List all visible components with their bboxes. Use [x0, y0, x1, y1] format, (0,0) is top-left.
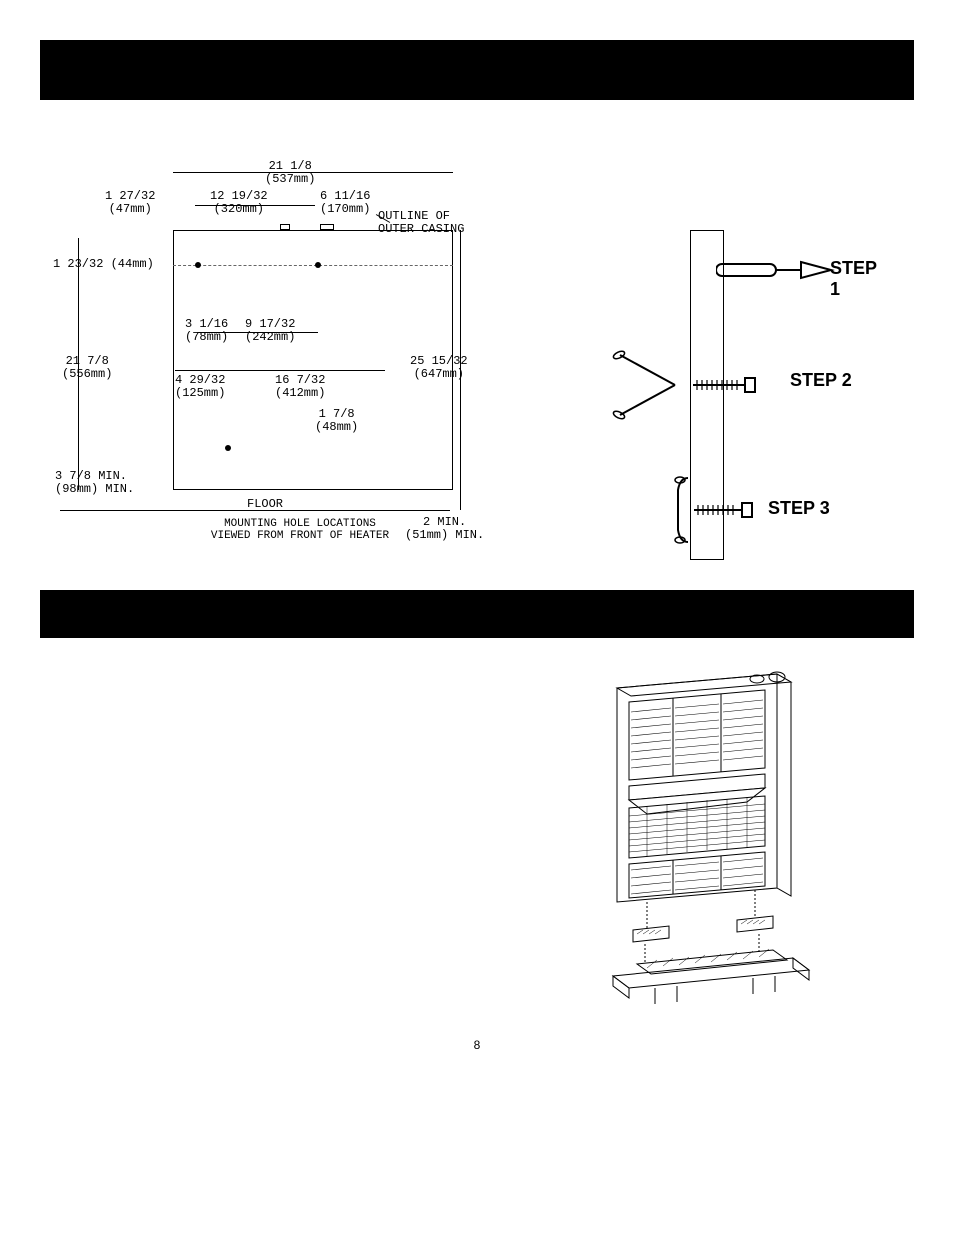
heater-exploded-icon — [577, 668, 827, 1018]
section-9-row — [40, 668, 914, 1018]
dim-6-11-16-mm: (170mm) — [320, 202, 370, 216]
dim-21-1-8-in: 21 1/8 — [269, 159, 312, 173]
floor-label: FLOOR — [247, 498, 283, 511]
step2-label: STEP 2 — [790, 370, 852, 391]
mounting-dimensions-figure: 21 1/8 (537mm) 1 27/32 (47mm) 12 19/32 (… — [40, 160, 480, 560]
page-number: 8 — [40, 1038, 914, 1052]
dim-9-17-32-in: 9 17/32 — [245, 317, 295, 331]
dim-3-1-16-mm: (78mm) — [185, 330, 228, 344]
toggle-step3-icon — [630, 470, 790, 550]
dim-1-7-8-in: 1 7/8 — [319, 407, 355, 421]
dim-2-min-in: 2 MIN. — [423, 515, 466, 529]
dim-25-15-32-mm: (647mm) — [414, 367, 464, 381]
dim-21-7-8-in: 21 7/8 — [66, 354, 109, 368]
dim-16-7-32-mm: (412mm) — [275, 386, 325, 400]
dim-1-7-8-mm: (48mm) — [315, 420, 358, 434]
outline-l2: OUTER CASING — [378, 222, 464, 236]
step3-label: STEP 3 — [768, 498, 830, 519]
dim-21-1-8-mm: (537mm) — [265, 172, 315, 186]
dim-12-19-32-mm: (320mm) — [214, 202, 264, 216]
dim-21-7-8-mm: (556mm) — [62, 367, 112, 381]
toggle-step2-icon — [605, 350, 785, 420]
dim-1-27-32-in: 1 27/32 — [105, 189, 155, 203]
dim-1-27-32-mm: (47mm) — [109, 202, 152, 216]
dim-4-29-32-in: 4 29/32 — [175, 373, 225, 387]
dim-3-7-8-min-mm: (98mm) MIN. — [55, 482, 134, 496]
dim-1-23-32: 1 23/32 (44mm) — [53, 258, 154, 271]
section-banner-top — [40, 40, 914, 100]
caption-l2: VIEWED FROM FRONT OF HEATER — [211, 530, 389, 542]
dim-16-7-32-in: 16 7/32 — [275, 373, 325, 387]
dim-9-17-32-mm: (242mm) — [245, 330, 295, 344]
dim-6-11-16-in: 6 11/16 — [320, 189, 370, 203]
figures-row-1: 21 1/8 (537mm) 1 27/32 (47mm) 12 19/32 (… — [40, 160, 914, 560]
step1-label: STEP 1 — [830, 258, 890, 300]
dim-12-19-32-in: 12 19/32 — [210, 189, 268, 203]
section-9-text-placeholder — [40, 668, 470, 948]
caption-l1: MOUNTING HOLE LOCATIONS — [224, 518, 376, 530]
toggle-bolt-figure: STEP 1 STEP — [500, 160, 914, 560]
dim-25-15-32-in: 25 15/32 — [410, 354, 468, 368]
dim-3-7-8-min-in: 3 7/8 MIN. — [55, 469, 127, 483]
toggle-step1-icon — [716, 250, 836, 290]
dim-3-1-16-in: 3 1/16 — [185, 317, 228, 331]
section-banner-middle — [40, 590, 914, 638]
dim-4-29-32-mm: (125mm) — [175, 386, 225, 400]
heater-exploded-figure — [490, 668, 914, 1018]
